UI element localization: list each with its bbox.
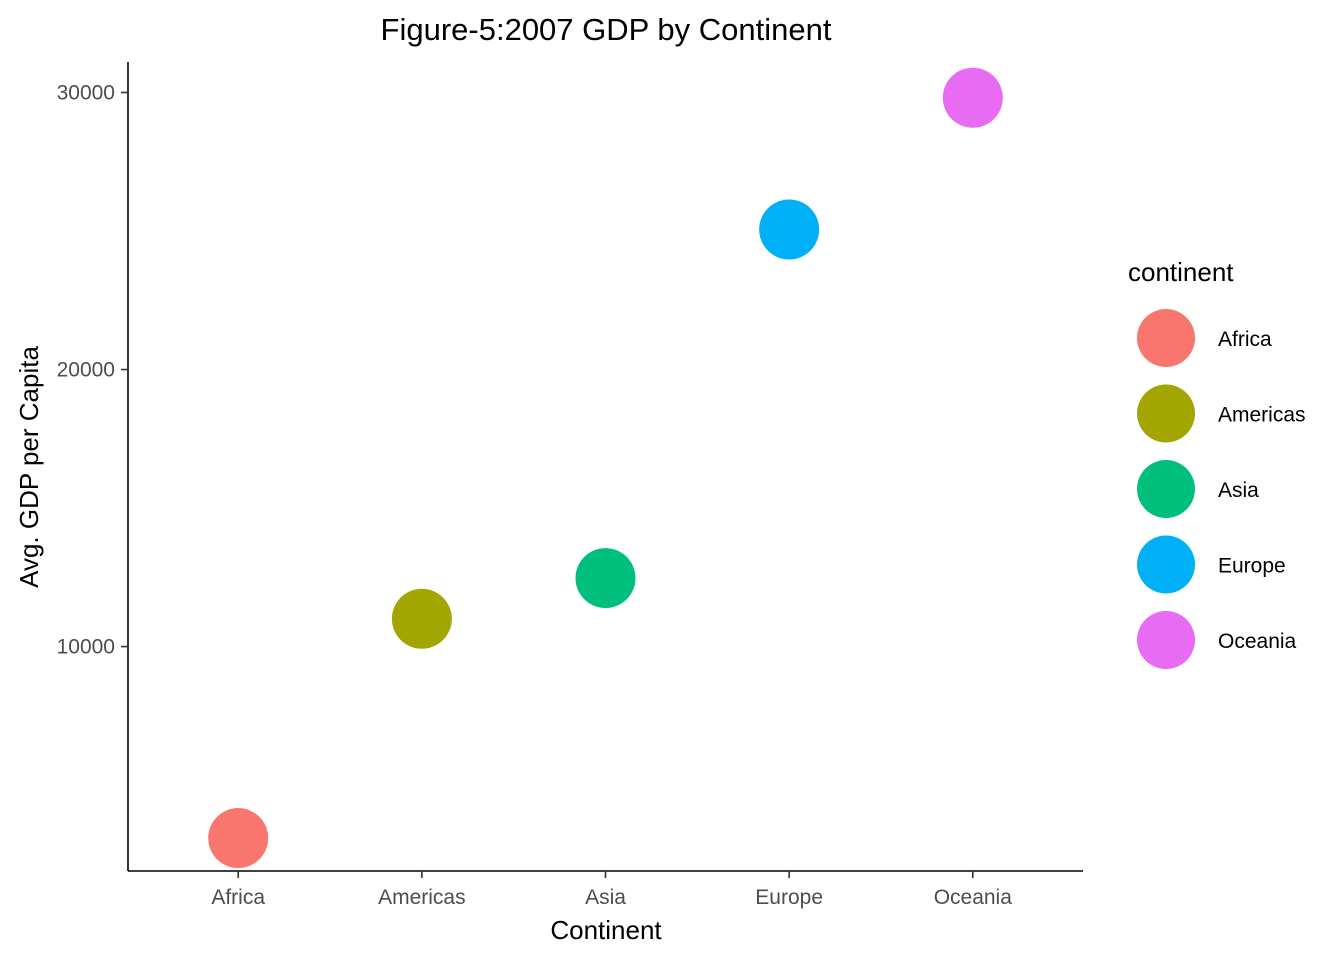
x-tick-label: Africa: [211, 886, 265, 909]
legend-label: Africa: [1218, 328, 1272, 351]
x-axis-title: Continent: [550, 915, 662, 945]
data-point-asia: [575, 548, 636, 609]
legend-title: continent: [1128, 257, 1234, 287]
y-tick-label: 20000: [57, 359, 115, 382]
y-tick-label: 30000: [57, 81, 115, 104]
legend-key-oceania: [1137, 611, 1195, 669]
x-tick-label: Oceania: [934, 886, 1013, 909]
x-tick-label: Europe: [755, 886, 823, 909]
legend-label: Oceania: [1218, 630, 1297, 653]
data-point-oceania: [942, 67, 1003, 128]
x-tick-label: Americas: [378, 886, 466, 909]
legend-key-europe: [1137, 535, 1195, 594]
data-point-africa: [208, 808, 269, 869]
legend: continent Africa Americas Asia Europe Oceani…: [1128, 257, 1306, 669]
legend-label: Europe: [1218, 555, 1286, 578]
legend-label: Asia: [1218, 479, 1259, 502]
data-points: [208, 67, 1003, 869]
y-tick-label: 10000: [57, 636, 115, 659]
legend-key-americas: [1137, 384, 1195, 443]
data-point-americas: [391, 588, 452, 649]
legend-key-asia: [1137, 460, 1195, 518]
chart-title: Figure-5:2007 GDP by Continent: [381, 12, 832, 47]
legend-label: Americas: [1218, 404, 1306, 427]
legend-key-africa: [1137, 309, 1195, 367]
data-point-europe: [759, 199, 820, 260]
x-tick-label: Asia: [585, 886, 626, 909]
axes: 10000 20000 30000 Africa Americas Asia Europe O…: [57, 62, 1083, 909]
y-axis-title: Avg. GDP per Capita: [14, 346, 44, 588]
